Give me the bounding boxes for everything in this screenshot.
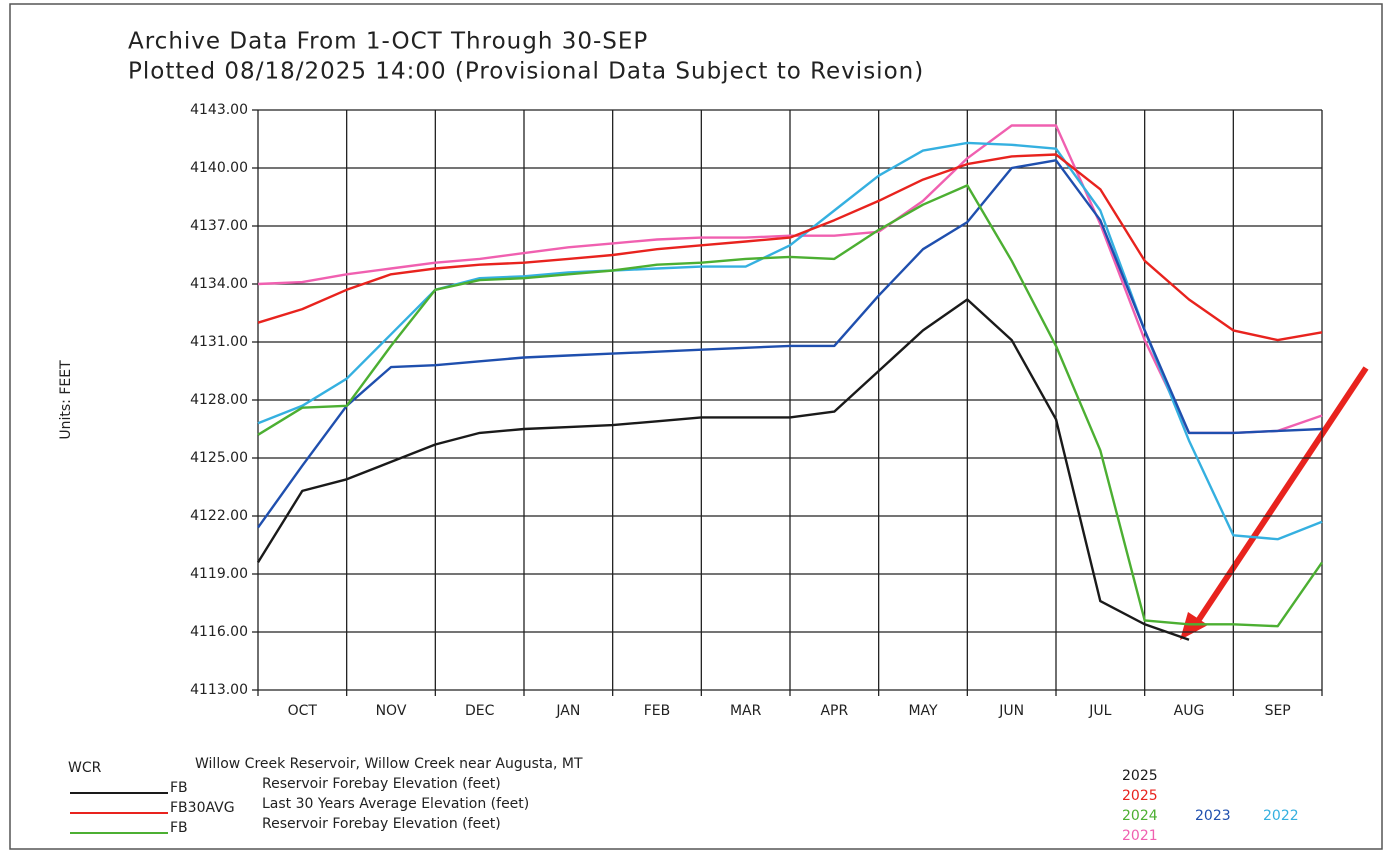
station-description: Willow Creek Reservoir, Willow Creek nea…: [195, 756, 583, 772]
y-tick-label: 4116.00: [190, 624, 248, 640]
x-tick-label: FEB: [644, 703, 671, 719]
y-tick-label: 4143.00: [190, 102, 248, 118]
legend-entry: 2023: [1195, 808, 1231, 824]
station-code: WCR: [68, 760, 102, 776]
chart-title: Archive Data From 1-OCT Through 30-SEP: [128, 29, 648, 55]
y-tick-label: 4122.00: [190, 508, 248, 524]
x-tick-label: MAR: [730, 703, 762, 719]
series-line: [257, 184, 1323, 628]
legend-code: FB: [170, 780, 188, 796]
x-tick-label: DEC: [465, 703, 495, 719]
series-line: [257, 153, 1323, 342]
y-tick-label: 4134.00: [190, 276, 248, 292]
annotation-arrow: [1180, 366, 1369, 640]
series-line: [257, 124, 1323, 435]
x-tick-label: SEP: [1265, 703, 1291, 719]
y-tick-label: 4137.00: [190, 218, 248, 234]
y-tick-label: 4131.00: [190, 334, 248, 350]
x-tick-label: AUG: [1174, 703, 1205, 719]
x-tick-label: OCT: [288, 703, 318, 719]
legend-description: Last 30 Years Average Elevation (feet): [262, 796, 529, 812]
x-tick-label: JUL: [1088, 703, 1111, 719]
chart-subtitle: Plotted 08/18/2025 14:00 (Provisional Da…: [128, 59, 924, 85]
y-tick-label: 4113.00: [190, 682, 248, 698]
legend-description: Reservoir Forebay Elevation (feet): [262, 816, 501, 832]
x-tick-label: NOV: [376, 703, 407, 719]
legend-code: FB: [170, 820, 188, 836]
y-tick-label: 4119.00: [190, 566, 248, 582]
legend-description: Reservoir Forebay Elevation (feet): [262, 776, 501, 792]
y-axis-label: Units: FEET: [58, 360, 74, 440]
legend-entry: 2022: [1263, 808, 1299, 824]
legend-entry: 2021: [1122, 828, 1158, 844]
x-tick-label: JAN: [555, 703, 580, 719]
y-tick-label: 4128.00: [190, 392, 248, 408]
arrow-shaft: [1189, 366, 1369, 632]
legend-code: FB30AVG: [170, 800, 235, 816]
y-tick-label: 4125.00: [190, 450, 248, 466]
x-tick-label: APR: [820, 703, 848, 719]
series-line: [257, 159, 1323, 529]
legend-entry: 2024: [1122, 808, 1158, 824]
legend-entry: 2025: [1122, 768, 1158, 784]
series-line: [256, 298, 1190, 641]
arrow-head: [1180, 612, 1208, 640]
frame: [9, 3, 1383, 850]
x-tick-label: JUN: [998, 703, 1024, 719]
y-tick-label: 4140.00: [190, 160, 248, 176]
x-tick-label: MAY: [908, 703, 938, 719]
legend-entry: 2025: [1122, 788, 1158, 804]
